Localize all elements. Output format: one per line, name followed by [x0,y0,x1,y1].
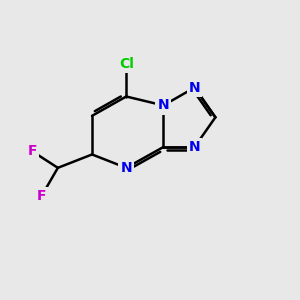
Text: N: N [189,140,200,154]
Text: F: F [37,189,46,203]
Text: F: F [37,189,46,203]
Text: N: N [189,140,200,154]
Text: Cl: Cl [119,57,134,71]
Text: N: N [120,161,132,175]
Text: Cl: Cl [119,57,134,71]
Text: N: N [158,98,169,112]
Text: N: N [189,81,200,94]
Text: F: F [28,145,37,158]
Text: N: N [158,98,169,112]
Text: F: F [28,145,37,158]
Text: N: N [189,81,200,94]
Text: N: N [120,161,132,175]
